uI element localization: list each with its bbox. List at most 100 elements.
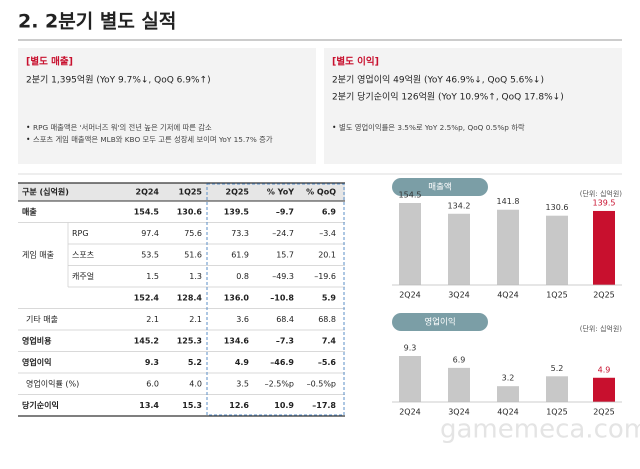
data-label: 154.5 (399, 191, 422, 200)
bullet-dot: • (26, 135, 30, 144)
x-tick-label: 2Q25 (593, 408, 615, 417)
x-tick-label: 2Q25 (593, 291, 615, 300)
cell: 5.9 (322, 293, 337, 302)
x-tick-label: 1Q25 (546, 408, 568, 417)
cell: 12.6 (229, 401, 249, 410)
cell: 0.8 (236, 272, 249, 281)
cell: 7.4 (322, 336, 337, 345)
box-heading: [별도 이익] (332, 56, 379, 68)
bar (399, 356, 421, 402)
cell: –2.5%p (265, 379, 294, 388)
page-title: 2. 2분기 별도 실적 (18, 11, 176, 33)
row-label: 매출 (22, 206, 37, 216)
x-tick-label: 1Q25 (546, 291, 568, 300)
row-sublabel: RPG (72, 229, 89, 238)
data-label: 141.8 (497, 197, 520, 206)
cell: 139.5 (224, 207, 250, 216)
table-header: 2Q24 (136, 188, 160, 197)
bar (399, 203, 421, 285)
cell: 75.6 (184, 229, 202, 238)
cell: 20.1 (318, 250, 336, 259)
chart-title: 영업이익 (424, 317, 455, 328)
group-label: 게임 매출 (22, 249, 54, 259)
cell: –19.6 (314, 272, 336, 281)
bar (593, 210, 615, 285)
bar (448, 367, 470, 402)
cell: 53.5 (141, 250, 159, 259)
box-line: 2분기 1,395억원 (YoY 9.7%↓, QoQ 6.9%↑) (26, 74, 211, 86)
box-heading: [별도 매출] (26, 56, 73, 68)
cell: –7.3 (276, 336, 294, 345)
box-bullet: 별도 영업이익률은 3.5%로 YoY 2.5%p, QoQ 0.5%p 하락 (339, 123, 525, 132)
highlight-column (206, 183, 345, 416)
cell: 68.4 (276, 315, 294, 324)
table-header: 1Q25 (179, 188, 203, 197)
data-label: 6.9 (453, 355, 466, 364)
chart-title-pill (392, 178, 488, 196)
row-sublabel: 스포츠 (72, 250, 94, 259)
bar (546, 215, 568, 285)
cell: 154.5 (134, 207, 160, 216)
data-label: 5.2 (551, 364, 564, 373)
cell: –3.4 (319, 229, 336, 238)
table-header-bg (18, 183, 345, 201)
cell: 3.5 (236, 379, 249, 388)
table-header: % YoY (267, 188, 294, 197)
cell: 130.6 (177, 207, 203, 216)
box-line: 2분기 영업이익 49억원 (YoY 46.9%↓, QoQ 5.6%↓) (332, 74, 544, 86)
cell: –9.7 (276, 207, 294, 216)
bar (448, 213, 470, 285)
data-label: 130.6 (546, 203, 569, 212)
cell: 4.0 (189, 379, 202, 388)
bar (593, 377, 615, 402)
cell: 128.4 (177, 293, 203, 302)
cell: 1.5 (146, 272, 159, 281)
row-sublabel: 캐주얼 (72, 271, 94, 281)
cell: 4.9 (235, 358, 250, 367)
cell: 6.0 (146, 379, 159, 388)
cell: 152.4 (134, 293, 160, 302)
bullet-dot: • (26, 123, 30, 132)
x-tick-label: 4Q24 (497, 408, 519, 417)
cell: 125.3 (177, 336, 202, 345)
table-header: % QoQ (306, 188, 336, 197)
box-left (18, 48, 316, 164)
box-line: 2분기 당기순이익 126억원 (YoY 10.9%↑, QoQ 17.8%↓) (332, 91, 564, 103)
cell: 2.1 (189, 315, 202, 324)
x-tick-label: 2Q24 (399, 408, 421, 417)
cell: 61.9 (231, 250, 249, 259)
cell: 15.3 (182, 401, 202, 410)
cell: 1.3 (189, 272, 202, 281)
cell: 10.9 (274, 401, 294, 410)
cell: –5.6 (318, 358, 337, 367)
data-label: 3.2 (502, 374, 515, 383)
chart-unit: (단위: 십억원) (580, 324, 623, 333)
chart-title: 매출액 (428, 182, 451, 193)
cell: 73.3 (231, 229, 249, 238)
box-bullet: RPG 매출액은 '서머너즈 워'의 전년 높은 기저에 따른 감소 (33, 123, 212, 132)
row-label: 기타 매출 (26, 314, 58, 324)
bullet-dot: • (332, 123, 336, 132)
cell: –24.7 (272, 229, 294, 238)
cell: –0.5%p (307, 379, 336, 388)
chart-unit: (단위: 십억원) (580, 189, 623, 198)
row-label: 영업이익 (22, 357, 51, 367)
data-label: 4.9 (598, 365, 611, 374)
cell: 2.1 (146, 315, 159, 324)
x-tick-label: 3Q24 (448, 291, 470, 300)
cell: –49.3 (272, 272, 294, 281)
row-label: 영업이익률 (%) (26, 378, 79, 388)
chart-title-pill (392, 313, 488, 331)
cell: –10.8 (270, 293, 294, 302)
cell: 51.6 (184, 250, 202, 259)
x-tick-label: 3Q24 (448, 408, 470, 417)
data-label: 139.5 (593, 198, 616, 207)
cell: 9.3 (145, 358, 159, 367)
bar (497, 209, 519, 285)
cell: 136.0 (224, 293, 250, 302)
cell: –17.8 (312, 401, 336, 410)
cell: 3.6 (236, 315, 249, 324)
watermark: gamemeca.com (440, 415, 640, 445)
x-tick-label: 2Q24 (399, 291, 421, 300)
